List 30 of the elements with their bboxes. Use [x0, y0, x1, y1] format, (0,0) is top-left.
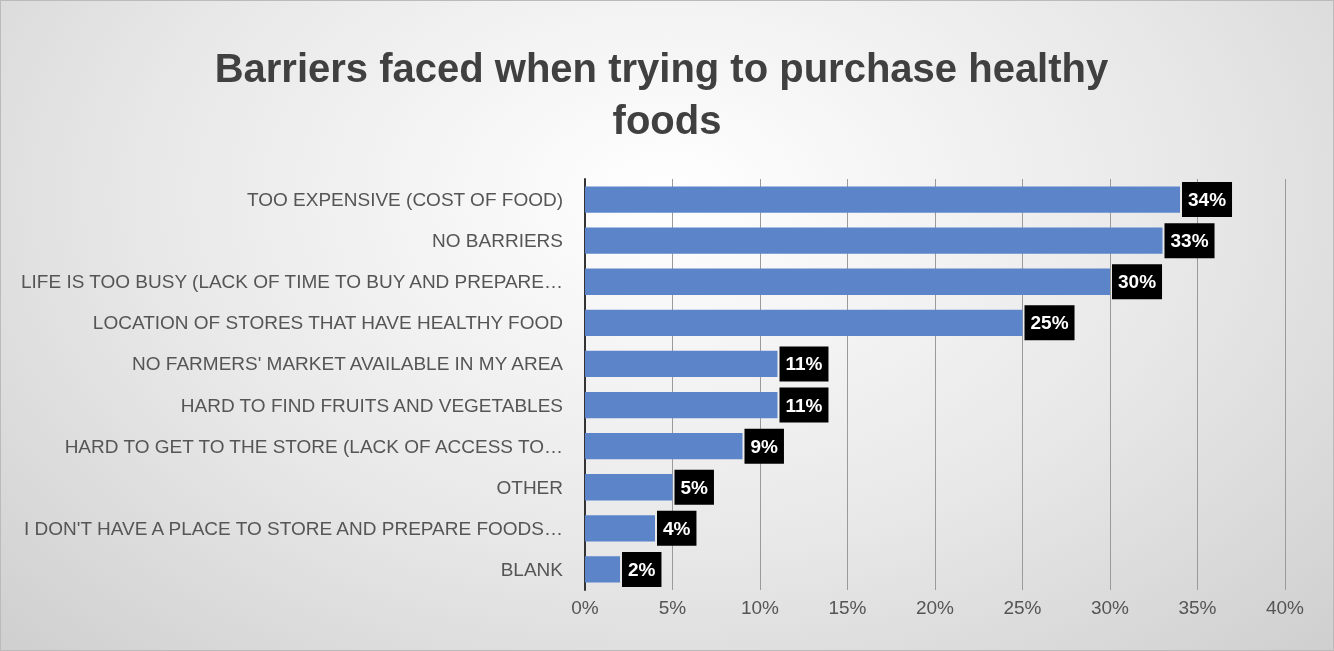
y-tick-label: NO BARRIERS: [432, 230, 563, 252]
chart-title: Barriers faced when trying to purchase healthy foods: [214, 46, 1120, 142]
data-label: 11%: [785, 353, 823, 375]
data-label: 30%: [1118, 271, 1157, 293]
y-tick-label: HARD TO FIND FRUITS AND VEGETABLES: [180, 394, 563, 416]
y-tick-label: OTHER: [496, 476, 563, 498]
data-label: 11%: [785, 394, 823, 416]
data-label: 33%: [1170, 230, 1209, 252]
x-tick-label: 40%: [1265, 597, 1305, 618]
data-label: 25%: [1030, 312, 1069, 334]
y-tick-label: LOCATION OF STORES THAT HAVE HEALTHY FOOD: [92, 312, 563, 334]
data-label: 34%: [1188, 189, 1227, 211]
x-tick-label: 30%: [1090, 597, 1130, 618]
y-tick-label: I DON'T HAVE A PLACE TO STORE AND PREPARE FOODS…: [24, 517, 563, 539]
y-tick-label: BLANK: [500, 558, 564, 580]
x-tick-label: 35%: [1178, 597, 1217, 618]
data-label: 2%: [628, 558, 656, 580]
y-tick-label: NO FARMERS' MARKET AVAILABLE IN MY AREA: [132, 353, 564, 375]
x-tick-label: 20%: [915, 597, 955, 618]
data-label: 4%: [663, 517, 691, 539]
y-tick-label: LIFE IS TOO BUSY (LACK OF TIME TO BUY AND PREPARE…: [20, 271, 563, 293]
data-label: 5%: [680, 476, 709, 498]
x-tick-label: 10%: [740, 597, 780, 618]
y-tick-label: HARD TO GET TO THE STORE (LACK OF ACCESS TO…: [64, 435, 563, 457]
x-tick-label: 25%: [1003, 597, 1042, 618]
x-tick-label: 15%: [828, 597, 867, 618]
y-tick-label: TOO EXPENSIVE (COST OF FOOD): [246, 189, 563, 211]
x-tick-label: 0%: [571, 597, 599, 618]
data-label: 9%: [750, 435, 779, 457]
x-tick-label: 5%: [658, 597, 687, 618]
